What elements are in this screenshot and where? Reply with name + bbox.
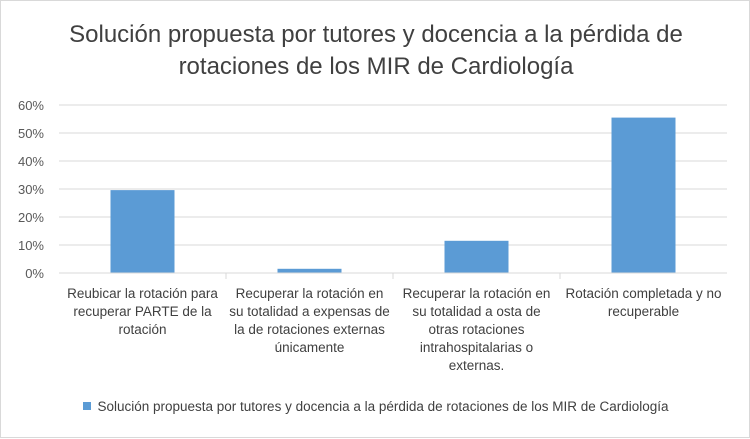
legend-label: Solución propuesta por tutores y docenci…: [97, 399, 669, 414]
legend: Solución propuesta por tutores y docenci…: [1, 399, 750, 414]
bar: [611, 117, 676, 273]
chart-title: Solución propuesta por tutores y docenci…: [69, 21, 683, 80]
category-label: Reubicar la rotación para recuperar PART…: [67, 286, 218, 337]
y-tick-label: 0%: [25, 266, 44, 281]
y-tick-label: 60%: [18, 98, 44, 113]
y-tick-label: 20%: [18, 210, 44, 225]
y-tick-label: 10%: [18, 238, 44, 253]
y-tick-label: 30%: [18, 182, 44, 197]
bar: [110, 190, 175, 273]
y-tick-label: 40%: [18, 154, 44, 169]
y-tick-label: 50%: [18, 126, 44, 141]
bar: [277, 268, 342, 273]
legend-swatch: [83, 402, 92, 411]
category-label: Recuperar la rotación en su totalidad a …: [229, 286, 390, 355]
category-label: Recuperar la rotación en su totalidad a …: [402, 286, 551, 373]
bar: [444, 240, 509, 273]
category-label: Rotación completada y no recuperable: [565, 286, 722, 319]
